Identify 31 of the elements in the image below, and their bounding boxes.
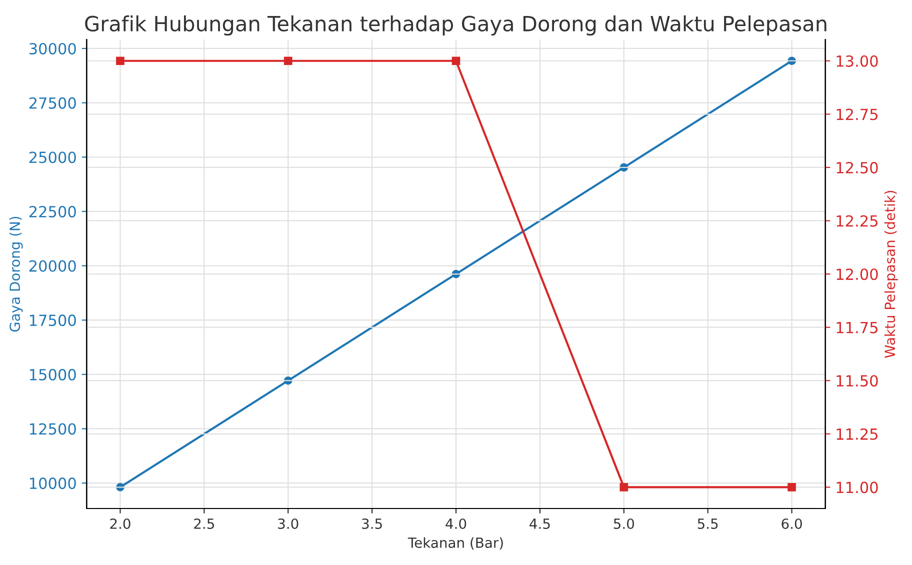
x-tick-label: 2.5 xyxy=(194,518,214,529)
y2-tick-label: 11.25 xyxy=(836,428,878,440)
x-tick-label: 3.5 xyxy=(362,518,382,529)
y-axis-title: Gaya Dorong (N) xyxy=(9,216,23,332)
y2-tick-label: 12.25 xyxy=(836,215,878,227)
x-axis-title: Tekanan (Bar) xyxy=(408,537,503,550)
y-tick-label: 10000 xyxy=(30,478,76,490)
x-tick-label: 6.0 xyxy=(782,518,802,529)
x-tick-label: 5.5 xyxy=(698,518,718,529)
y-tick-label: 30000 xyxy=(29,42,76,54)
y-tick-label: 20000 xyxy=(29,260,76,272)
y2-tick-label: 13.00 xyxy=(836,55,878,67)
y-tick-label: 12500 xyxy=(30,423,76,435)
y2-tick-label: 12.00 xyxy=(836,268,878,280)
y2-axis-title: Waktu Pelepasan (detik) xyxy=(884,190,898,358)
x-tick-label: 4.0 xyxy=(446,518,466,529)
y-tick-label: 15000 xyxy=(30,368,76,380)
x-tick-label: 2.0 xyxy=(110,518,130,529)
x-tick-label: 3.0 xyxy=(278,518,298,529)
y2-tick-label: 11.00 xyxy=(836,482,878,494)
x-tick-label: 4.5 xyxy=(530,518,550,529)
x-tick-label: 5.0 xyxy=(614,518,634,529)
y2-tick-label: 12.75 xyxy=(836,108,878,120)
y2-tick-label: 11.50 xyxy=(836,375,878,387)
y-tick-label: 27500 xyxy=(29,97,76,109)
y2-tick-label: 12.50 xyxy=(836,162,878,174)
y2-tick-label: 11.75 xyxy=(836,322,878,334)
y-tick-label: 22500 xyxy=(29,206,76,218)
y-tick-label: 25000 xyxy=(29,152,76,164)
chart-title: Grafik Hubungan Tekanan terhadap Gaya Dorong dan Waktu Pelepasan xyxy=(85,15,826,36)
y-tick-label: 17500 xyxy=(30,314,76,326)
